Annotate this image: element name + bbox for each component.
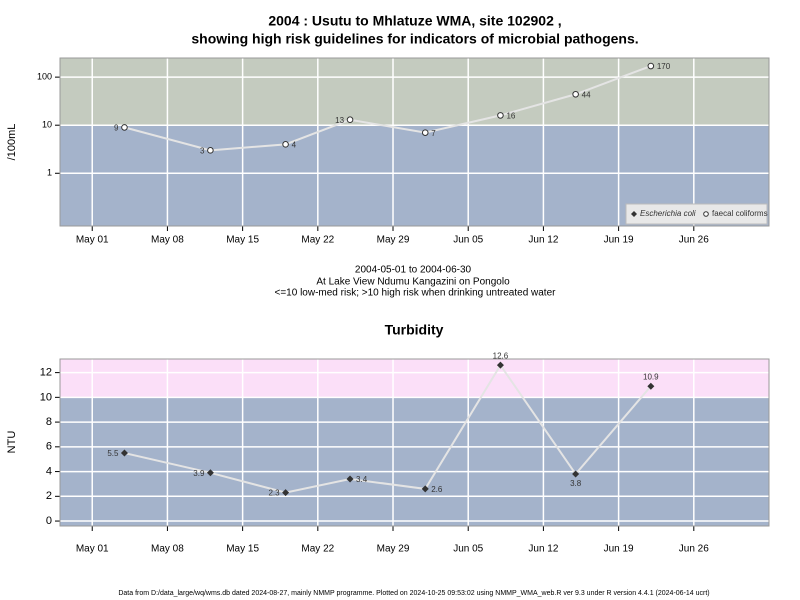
x-tick-label: May 01 (76, 544, 109, 555)
x-tick-label: May 22 (301, 235, 334, 246)
y-tick-label: 6 (46, 441, 52, 453)
data-label: 5.5 (107, 449, 119, 458)
data-point (421, 485, 429, 493)
y-tick-label: 8 (46, 416, 52, 428)
data-label: 2.3 (268, 489, 280, 498)
low-risk-band (60, 397, 769, 526)
legend-marker (631, 211, 637, 217)
chart-title: Turbidity (385, 322, 444, 338)
x-tick-label: May 29 (377, 235, 410, 246)
x-tick-label: Jun 05 (453, 544, 483, 555)
chart-title: 2004 : Usutu to Mhlatuze WMA, site 10290… (268, 13, 561, 29)
x-tick-label: Jun 12 (528, 235, 558, 246)
y-tick-label: 100 (37, 72, 52, 82)
y-tick-label: 12 (40, 367, 52, 379)
data-line (124, 363, 652, 494)
legend-box (625, 203, 768, 225)
y-tick-label: 1 (47, 168, 52, 178)
y-tick-label: 4 (46, 465, 52, 477)
data-label: 3.8 (570, 479, 582, 488)
x-tick-label: May 08 (151, 544, 184, 555)
x-tick-label: Jun 26 (679, 235, 709, 246)
data-point (346, 116, 354, 124)
data-point (572, 470, 580, 478)
data-line (124, 65, 652, 152)
legend-label: faecal coliforms (712, 209, 768, 218)
legend-label: Escherichia coli (640, 209, 696, 218)
data-point (496, 361, 504, 369)
y-axis-label: /100mL (6, 124, 18, 161)
data-label: 12.6 (493, 351, 509, 360)
note: <=10 low-med risk; >10 high risk when dr… (275, 288, 557, 299)
data-point (121, 124, 128, 131)
data-label: 9 (114, 124, 119, 133)
x-tick-label: Jun 12 (528, 544, 558, 555)
x-tick-label: Jun 19 (604, 544, 634, 555)
x-tick-label: May 22 (301, 544, 334, 555)
footer: Data from D:/data_large/wq/wms.db dated … (118, 590, 709, 597)
data-point (421, 129, 429, 136)
x-tick-label: Jun 26 (679, 544, 709, 555)
x-tick-label: Jun 19 (604, 235, 634, 246)
x-tick-label: Jun 05 (453, 235, 483, 246)
x-tick-label: May 15 (226, 544, 259, 555)
data-label: 4 (292, 140, 297, 149)
data-point (206, 469, 214, 477)
x-tick-label: May 15 (226, 235, 259, 246)
data-point (497, 112, 504, 119)
data-point (346, 475, 354, 483)
y-tick-label: 10 (42, 120, 52, 130)
data-label: 44 (582, 90, 591, 99)
y-tick-label: 2 (46, 490, 52, 502)
x-tick-label: May 29 (377, 544, 410, 555)
plot-frame (59, 57, 770, 227)
x-tick-label: May 01 (76, 235, 109, 246)
data-label: 170 (657, 62, 671, 71)
high-risk-band (60, 359, 769, 398)
y-axis-label: NTU (6, 431, 18, 454)
data-point (572, 90, 579, 98)
note: 2004-05-01 to 2004-06-30 (355, 265, 472, 276)
data-label: 3 (200, 146, 205, 155)
y-tick-label: 0 (46, 515, 52, 527)
legend-marker (703, 211, 709, 217)
data-label: 2.6 (431, 485, 443, 494)
data-label: 13 (335, 116, 344, 125)
y-tick-label: 10 (40, 391, 52, 403)
data-point (282, 489, 290, 497)
data-point (647, 62, 655, 70)
chart-title: showing high risk guidelines for indicat… (191, 31, 638, 47)
data-point (282, 141, 289, 148)
data-label: 3.4 (356, 475, 368, 484)
data-point (120, 449, 128, 457)
data-label: 7 (431, 129, 436, 138)
data-label: 10.9 (643, 372, 659, 381)
data-label: 16 (506, 111, 515, 120)
data-point (207, 147, 214, 154)
data-label: 3.9 (193, 469, 205, 478)
data-point (647, 382, 655, 390)
x-tick-label: May 08 (151, 235, 184, 246)
note: At Lake View Ndumu Kangazini on Pongolo (316, 277, 510, 288)
plot-frame (59, 358, 770, 527)
